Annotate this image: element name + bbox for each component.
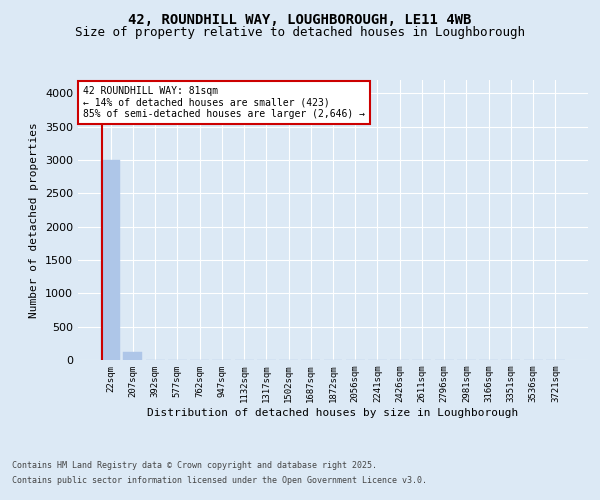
Text: Size of property relative to detached houses in Loughborough: Size of property relative to detached ho… [75, 26, 525, 39]
Text: 42 ROUNDHILL WAY: 81sqm
← 14% of detached houses are smaller (423)
85% of semi-d: 42 ROUNDHILL WAY: 81sqm ← 14% of detache… [83, 86, 365, 119]
Bar [101, 160, 120, 360]
Y-axis label: Number of detached properties: Number of detached properties [29, 122, 40, 318]
X-axis label: Distribution of detached houses by size in Loughborough: Distribution of detached houses by size … [148, 408, 518, 418]
Text: Contains HM Land Registry data © Crown copyright and database right 2025.: Contains HM Land Registry data © Crown c… [12, 461, 377, 470]
Bar [124, 352, 142, 360]
Text: Contains public sector information licensed under the Open Government Licence v3: Contains public sector information licen… [12, 476, 427, 485]
Text: 42, ROUNDHILL WAY, LOUGHBOROUGH, LE11 4WB: 42, ROUNDHILL WAY, LOUGHBOROUGH, LE11 4W… [128, 12, 472, 26]
